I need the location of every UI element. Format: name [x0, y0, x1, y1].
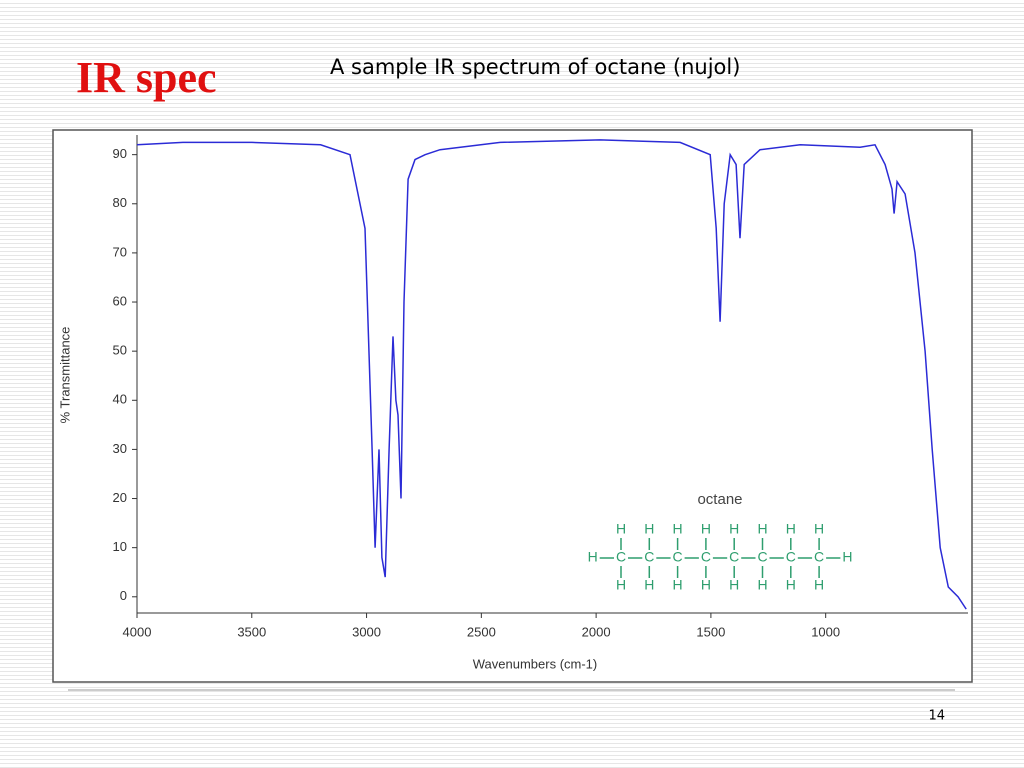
x-tick-label: 2000 — [582, 624, 611, 639]
chart: Wavenumbers (cm-1) % Transmittance 0 10 20… — [57, 135, 968, 671]
carbon-atom: C — [729, 549, 739, 565]
hydrogen-atom: H — [644, 521, 654, 537]
hydrogen-atom: H — [701, 521, 711, 537]
carbon-atom: C — [814, 549, 824, 565]
hydrogen-atom: H — [729, 577, 739, 593]
hydrogen-atom: H — [786, 577, 796, 593]
hydrogen-atom: H — [673, 577, 683, 593]
hydrogen-atom: H — [757, 521, 767, 537]
page-number: 14 — [928, 709, 945, 724]
hydrogen-atom: H — [644, 577, 654, 593]
y-tick-label: 40 — [113, 392, 127, 407]
x-axis-label: Wavenumbers (cm-1) — [473, 656, 597, 671]
carbon-atom: C — [673, 549, 683, 565]
hydrogen-atom: H — [729, 521, 739, 537]
slide-subtitle: A sample IR spectrum of octane (nujol) — [330, 55, 740, 79]
y-tick-label: 70 — [113, 244, 127, 259]
carbon-atom: C — [644, 549, 654, 565]
hydrogen-atom: H — [616, 521, 626, 537]
y-tick-label: 60 — [113, 293, 127, 308]
structure-name: octane — [697, 491, 742, 508]
hydrogen-atom: H — [701, 577, 711, 593]
x-tick-label: 1000 — [811, 624, 840, 639]
hydrogen-atom: H — [814, 577, 824, 593]
slide-title: IR spec — [76, 53, 217, 102]
y-tick-label: 10 — [113, 539, 127, 554]
carbon-atom: C — [616, 549, 626, 565]
spectrum-line — [136, 139, 967, 610]
hydrogen-atom: H — [616, 577, 626, 593]
x-tick-label: 3000 — [352, 624, 381, 639]
hydrogen-atom: H — [757, 577, 767, 593]
carbon-atom: C — [701, 549, 711, 565]
carbon-atom: C — [757, 549, 767, 565]
hydrogen-atom: H — [786, 521, 796, 537]
hydrogen-atom: H — [842, 549, 852, 565]
x-tick-label: 3500 — [237, 624, 266, 639]
y-tick-label: 0 — [120, 588, 127, 603]
y-tick-label: 90 — [113, 146, 127, 161]
y-tick-label: 50 — [113, 343, 127, 358]
y-tick-label: 80 — [113, 195, 127, 210]
x-tick-label: 4000 — [123, 624, 152, 639]
y-axis-label: % Transmittance — [57, 327, 72, 424]
y-tick-label: 20 — [113, 490, 127, 505]
x-tick-label: 1500 — [696, 624, 725, 639]
chart-frame — [52, 129, 973, 683]
carbon-atom: C — [786, 549, 796, 565]
hydrogen-atom: H — [588, 549, 598, 565]
hydrogen-atom: H — [814, 521, 824, 537]
hydrogen-atom: H — [673, 521, 683, 537]
x-tick-label: 2500 — [467, 624, 496, 639]
y-tick-label: 30 — [113, 441, 127, 456]
